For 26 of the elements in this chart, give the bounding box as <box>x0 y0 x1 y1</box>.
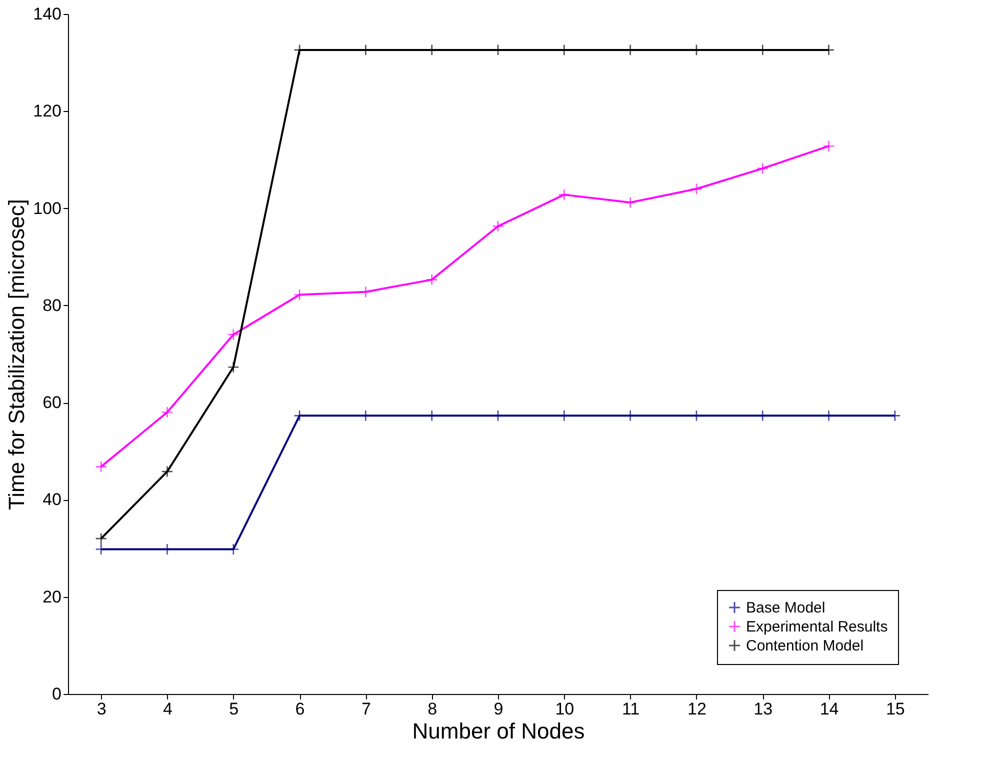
legend-label: Experimental Results <box>746 618 888 636</box>
x-tick-label: 6 <box>295 700 305 718</box>
x-tick-label: 8 <box>428 700 438 718</box>
x-tick-label: 11 <box>622 700 640 718</box>
x-tick-label: 12 <box>688 700 706 718</box>
legend-label: Contention Model <box>746 638 864 654</box>
y-tick-label: 20 <box>42 587 62 606</box>
x-axis-title: Number of Nodes <box>412 718 585 744</box>
y-tick-label: 0 <box>52 684 62 704</box>
y-tick-label: 100 <box>33 198 62 218</box>
x-tick-label: 5 <box>229 700 239 718</box>
x-tick-label: 14 <box>820 700 839 718</box>
y-tick-label: 40 <box>42 490 62 510</box>
x-tick-label: 13 <box>754 700 773 718</box>
x-tick-label: 10 <box>555 700 574 718</box>
x-tick-label: 9 <box>494 700 504 718</box>
x-tick-label: 15 <box>886 700 905 718</box>
y-tick-label: 140 <box>33 4 62 24</box>
legend-label: Base Model <box>746 600 826 616</box>
x-tick-label: 7 <box>361 700 371 718</box>
x-tick-label: 3 <box>96 700 106 718</box>
y-tick-label: 120 <box>33 102 62 121</box>
y-axis-title: Time for Stabilization [microsec] <box>4 199 30 510</box>
y-tick-label: 60 <box>42 393 62 412</box>
y-tick-label: 80 <box>42 296 62 315</box>
x-tick-label: 4 <box>162 700 172 718</box>
